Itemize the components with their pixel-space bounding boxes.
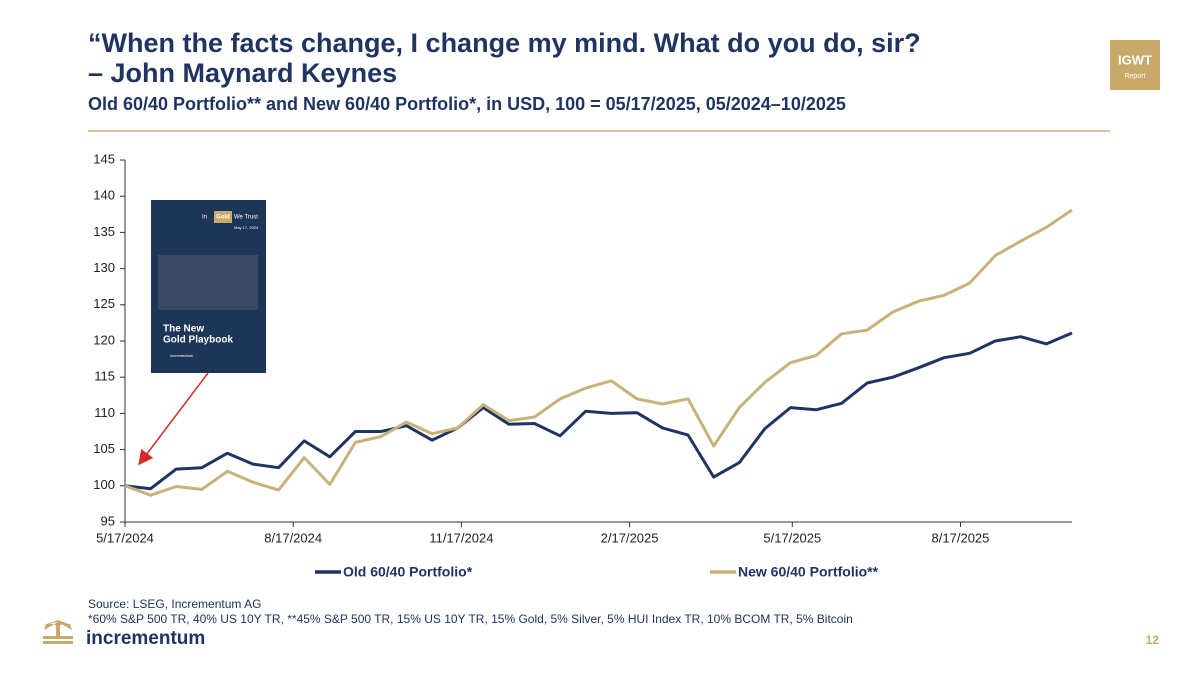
x-tick-label: 2/17/2025 <box>601 530 659 545</box>
source: Source: LSEG, Incrementum AG <box>88 597 261 611</box>
cover-title: The New <box>163 324 204 335</box>
y-tick-label: 100 <box>93 477 115 492</box>
title: – John Maynard Keynes <box>88 58 397 88</box>
cover-date: May 17, 2024 <box>234 225 259 230</box>
y-tick-label: 130 <box>93 260 115 275</box>
x-tick-label: 8/17/2025 <box>932 530 990 545</box>
x-tick-label: 8/17/2024 <box>264 530 322 545</box>
subtitle: Old 60/40 Portfolio** and New 60/40 Port… <box>88 94 846 114</box>
y-tick-label: 95 <box>101 513 115 528</box>
x-tick-label: 5/17/2025 <box>763 530 821 545</box>
y-tick-label: 110 <box>94 405 115 420</box>
legend-label: Old 60/40 Portfolio* <box>343 564 473 580</box>
cover-kicker: Gold <box>216 215 230 221</box>
y-tick-label: 125 <box>93 296 115 311</box>
series-line <box>124 208 1073 497</box>
cover-art <box>158 255 258 310</box>
cover-brand: incrementum <box>170 353 194 358</box>
page-number: 12 <box>1146 633 1160 647</box>
x-tick-label: 11/17/2024 <box>429 530 493 545</box>
cover-title: Gold Playbook <box>163 335 233 346</box>
arrow <box>138 372 209 466</box>
series-line <box>124 331 1073 491</box>
y-tick-label: 105 <box>93 441 115 456</box>
x-tick-label: 5/17/2024 <box>96 530 154 545</box>
y-tick-label: 135 <box>93 224 115 239</box>
badge-text: IGWT <box>1118 52 1152 67</box>
footnote: *60% S&P 500 TR, 40% US 10Y TR, **45% S&… <box>88 612 853 626</box>
y-tick-label: 145 <box>93 151 115 166</box>
cover-kicker: We Trust <box>234 215 258 221</box>
badge <box>1110 40 1160 90</box>
y-tick-label: 140 <box>93 188 115 203</box>
logo-icon <box>43 620 73 644</box>
y-tick-label: 120 <box>93 332 115 347</box>
plot: 95 100 105 110 115 120 125 130 135 140 145 5/17/202… <box>93 151 1073 580</box>
inset-cover: In Gold We Trust May 17, 2024 The New Go… <box>151 200 266 373</box>
cover-kicker: In <box>202 215 207 221</box>
title: “When the facts change, I change my mind… <box>88 28 921 58</box>
cover-mark <box>214 211 232 223</box>
brand: incrementum <box>86 628 205 649</box>
legend-label: New 60/40 Portfolio** <box>738 564 879 580</box>
badge-sub: Report <box>1124 73 1145 80</box>
y-tick-label: 115 <box>94 369 115 384</box>
